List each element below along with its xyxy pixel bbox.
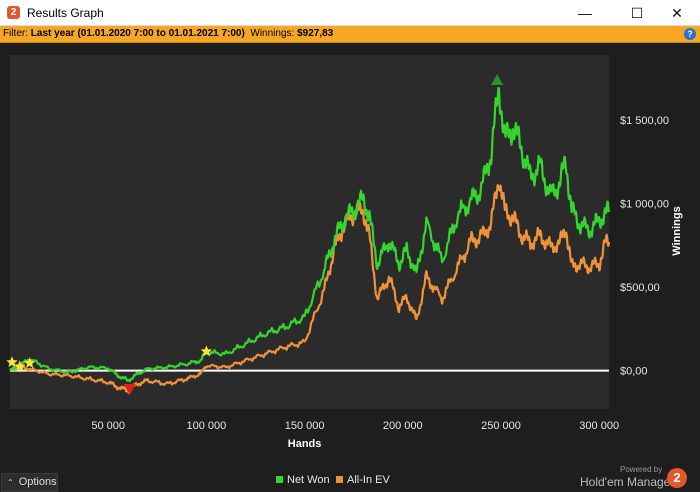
y-tick-label: $1 000,00 [620,199,669,211]
close-button[interactable]: ✕ [671,5,683,21]
app-logo-icon: 2 [7,6,20,19]
x-tick-label: 100 000 [187,420,227,432]
results-chart: 50 000 100 000 150 000 200 000 250 000 300 00… [6,55,683,450]
trough-marker-icon [123,383,136,395]
filter-prefix: Filter: [3,28,31,39]
y-tick-label: $500,00 [620,282,660,294]
y-tick-label: $0,00 [620,366,648,378]
x-tick-label: 300 000 [579,420,619,432]
legend-swatch-all-in-ev [336,476,343,483]
star-marker-icon [14,360,26,372]
star-marker-icon [6,356,18,368]
star-marker-icon [23,357,36,368]
peak-marker-icon [491,74,504,86]
winnings-value: $927,83 [297,28,334,39]
y-tick-label: $1 500,00 [620,115,669,127]
star-marker-icon [200,345,213,357]
legend-all-in-ev: All-In EV [336,474,390,486]
filter-bar: Filter: Last year (01.01.2020 7:00 to 01… [0,26,700,43]
minimize-button[interactable]: — [578,5,592,21]
legend-label-net-won: Net Won [287,474,330,486]
maximize-button[interactable]: ☐ [630,5,644,21]
x-tick-label: 50 000 [91,420,125,432]
y-axis-label: Winnings [671,206,683,255]
chevron-up-icon: ⌃ [7,478,14,487]
x-tick-label: 150 000 [285,420,325,432]
legend-net-won: Net Won [276,474,330,486]
x-axis-label: Hands [288,438,322,450]
powered-by-text: Powered by [620,465,663,474]
brand-logo-icon: 2 [667,468,687,488]
title-bar: 2 Results Graph — ☐ ✕ [0,0,700,26]
window-title: Results Graph [27,6,104,20]
series-line-net-won [9,86,611,383]
x-tick-label: 250 000 [481,420,521,432]
filter-range: Last year (01.01.2020 7:00 to 01.01.2021… [30,28,245,39]
legend-label-all-in-ev: All-In EV [347,474,390,486]
legend-swatch-net-won [276,476,283,483]
filter-summary: Filter: Last year (01.01.2020 7:00 to 01… [3,28,333,39]
winnings-label: Winnings: [250,28,298,39]
help-icon[interactable]: ? [684,28,696,40]
bottom-bar: ⌃ Options Net Won All-In EV Powered by Ho… [0,463,700,492]
options-button[interactable]: ⌃ Options [1,473,58,492]
x-tick-label: 200 000 [383,420,423,432]
plot-background [10,55,609,409]
options-label: Options [18,476,57,488]
brand-name: Hold'em Manager [580,475,675,489]
